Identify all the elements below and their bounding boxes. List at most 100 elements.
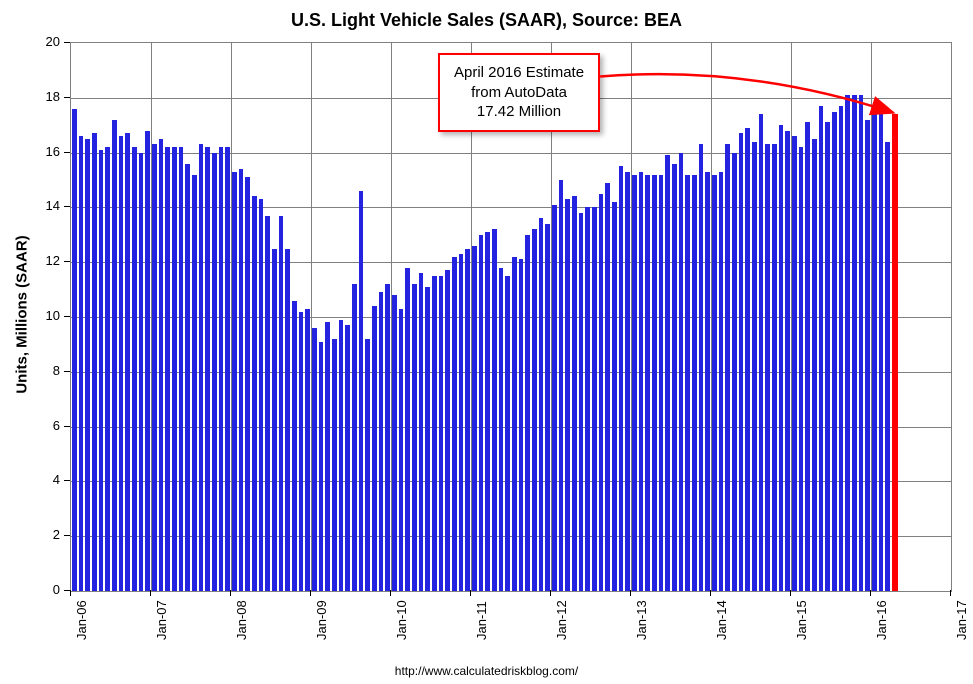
data-bar [465,249,470,592]
xtick-label: Jan-09 [314,600,329,640]
data-bar [685,175,690,591]
data-bar [345,325,350,591]
data-bar [752,142,757,591]
data-bar [85,139,90,591]
xtick-mark [150,590,151,596]
data-bar [232,172,237,591]
data-bar [619,166,624,591]
data-bar [839,106,844,591]
xtick-mark [70,590,71,596]
data-bar [165,147,170,591]
xtick-label: Jan-17 [954,600,969,640]
ytick-label: 6 [32,418,60,433]
data-bar [245,177,250,591]
data-bar [572,196,577,591]
data-bar [459,254,464,591]
data-bar [832,112,837,592]
data-bar [699,144,704,591]
data-bar [825,122,830,591]
ytick-mark [64,261,70,262]
data-bar [425,287,430,591]
data-bar [759,114,764,591]
data-bar [272,249,277,592]
data-bar [612,202,617,591]
data-bar [392,295,397,591]
ytick-label: 10 [32,308,60,323]
data-bar [139,153,144,591]
data-bar [792,136,797,591]
data-bar [525,235,530,591]
data-bar [492,229,497,591]
data-bar [532,229,537,591]
data-bar [512,257,517,591]
xtick-label: Jan-15 [794,600,809,640]
xtick-label: Jan-07 [154,600,169,640]
data-bar [199,144,204,591]
data-bar [419,273,424,591]
xtick-mark [710,590,711,596]
data-bar [292,301,297,591]
data-bar [265,216,270,591]
xtick-mark [230,590,231,596]
data-bar [719,172,724,591]
data-bar [725,144,730,591]
data-bar [105,147,110,591]
ytick-mark [64,152,70,153]
ytick-label: 14 [32,198,60,213]
data-bar [705,172,710,591]
data-bar [852,95,857,591]
ytick-mark [64,42,70,43]
data-bar [252,196,257,591]
data-bar [452,257,457,591]
data-bar [185,164,190,591]
ytick-mark [64,480,70,481]
xtick-mark [870,590,871,596]
xtick-mark [630,590,631,596]
xtick-label: Jan-06 [74,600,89,640]
xtick-label: Jan-16 [874,600,889,640]
ytick-label: 2 [32,527,60,542]
data-bar [652,175,657,591]
data-bar [545,224,550,591]
highlight-bar [892,114,898,591]
data-bar [412,284,417,591]
y-axis-label: Units, Millions (SAAR) [14,215,31,415]
data-bar [605,183,610,591]
data-bar [639,172,644,591]
data-bar [559,180,564,591]
data-bar [479,235,484,591]
data-bar [645,175,650,591]
data-bar [405,268,410,591]
data-bar [365,339,370,591]
data-bar [359,191,364,591]
data-bar [259,199,264,591]
ytick-label: 0 [32,582,60,597]
data-bar [205,147,210,591]
data-bar [152,144,157,591]
ytick-label: 16 [32,144,60,159]
xtick-mark [790,590,791,596]
xtick-mark [950,590,951,596]
ytick-mark [64,316,70,317]
data-bar [772,144,777,591]
chart-container: U.S. Light Vehicle Sales (SAAR), Source:… [0,0,973,684]
data-bar [565,199,570,591]
data-bar [845,95,850,591]
data-bar [132,147,137,591]
data-bar [172,147,177,591]
data-bar [812,139,817,591]
data-bar [625,172,630,591]
data-bar [119,136,124,591]
data-bar [72,109,77,591]
data-bar [332,339,337,591]
xtick-mark [470,590,471,596]
xtick-mark [550,590,551,596]
data-bar [225,147,230,591]
data-bar [445,270,450,591]
data-bar [732,153,737,591]
footer-link[interactable]: http://www.calculatedriskblog.com/ [0,664,973,678]
ytick-mark [64,371,70,372]
data-bar [865,120,870,591]
data-bar [192,175,197,591]
xtick-label: Jan-08 [234,600,249,640]
